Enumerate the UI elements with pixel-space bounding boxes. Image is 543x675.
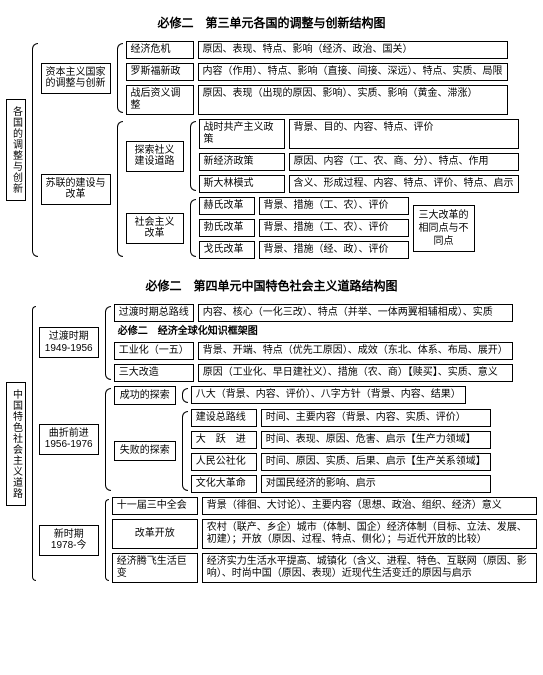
- economic-takeoff-label: 经济腾飞生活巨变: [112, 553, 198, 583]
- reform-label: 社会主义改革: [126, 213, 184, 244]
- row-eighth-congress: 八大（背景、内容、评价）、八字方针（背景、内容、结果）: [191, 386, 466, 404]
- third-plenum-label: 十一届三中全会: [112, 497, 198, 515]
- great-leap-label: 大 跃 进: [191, 431, 257, 449]
- row-cultural-rev: 文化大革命 对国民经济的影响、启示: [191, 475, 491, 493]
- success-explore: 成功的探索 八大（背景、内容、评价）、八字方针（背景、内容、结果）: [114, 386, 491, 406]
- capitalist-branch: 资本主义国家的调整与创新 经济危机 原因、表现、特点、影响（经济、政治、国关） …: [41, 41, 519, 115]
- three-transform-label: 三大改造: [114, 364, 194, 382]
- reform-branch: 社会主义改革 赫氏改革 背景、措施（工、农）、评价 勃氏改革 背景、措施（工、农…: [126, 197, 519, 259]
- tortuous-period: 曲折前进 1956-1976 成功的探索 八大（背景、内容、评价）、八字方针（背…: [39, 386, 537, 494]
- bracket: [117, 43, 123, 113]
- row-gorbachev: 戈氏改革 背景、措施（经、政）、评价: [199, 241, 409, 259]
- bracket: [182, 411, 188, 491]
- nep-label: 新经济政策: [199, 153, 285, 171]
- chart2-title: 必修二 第四单元中国特色社会主义道路结构图: [6, 277, 537, 294]
- success-label: 成功的探索: [114, 386, 176, 406]
- row-industrialization: 工业化（一五） 背景、开端、特点（优先工原因）、成效（东北、体系、布局、展开）: [114, 342, 513, 360]
- chart-1: 必修二 第三单元各国的调整与创新结构图 各国的调整与创新 资本主义国家的调整与创…: [6, 14, 537, 259]
- row-econ-crisis: 经济危机 原因、表现、特点、影响（经济、政治、国关）: [126, 41, 508, 59]
- row-reform-opening: 改革开放 农村（联产、乡企）城市（体制、国企）经济体制（目标、立法、发展、初建）…: [112, 519, 537, 549]
- econ-crisis-label: 经济危机: [126, 41, 194, 59]
- stalin-detail: 含义、形成过程、内容、特点、评价、特点、启示: [289, 175, 519, 193]
- khrushchev-label: 赫氏改革: [199, 197, 255, 215]
- industrialization-detail: 背景、开端、特点（优先工原因）、成效（东北、体系、布局、展开）: [198, 342, 513, 360]
- capitalist-label: 资本主义国家的调整与创新: [41, 63, 111, 94]
- row-stalin: 斯大林模式 含义、形成过程、内容、特点、评价、特点、启示: [199, 175, 519, 193]
- transition-period: 过渡时期 1949-1956 过渡时期总路线 内容、核心（一化三改）、特点（并举…: [39, 304, 537, 382]
- cultural-rev-detail: 对国民经济的影响、启示: [261, 475, 491, 493]
- cultural-rev-label: 文化大革命: [191, 475, 257, 493]
- gorbachev-label: 戈氏改革: [199, 241, 255, 259]
- bracket: [32, 306, 36, 581]
- soviet-label: 苏联的建设与改革: [41, 174, 111, 205]
- failed-explore: 失败的探索 建设总路线 时间、主要内容（背景、内容、实质、评价） 大 跃 进 时…: [114, 409, 491, 493]
- failed-label: 失败的探索: [114, 441, 176, 461]
- new-deal-detail: 内容（作用）、特点、影响（直接、间接、深远）、特点、实质、局限: [198, 63, 508, 81]
- three-reforms-compare: 三大改革的相同点与不同点: [413, 205, 475, 252]
- bracket: [105, 388, 111, 492]
- war-communism-label: 战时共产主义政策: [199, 119, 285, 149]
- nep-detail: 原因、内容（工、农、商、分）、特点、作用: [289, 153, 519, 171]
- bracket: [105, 306, 111, 380]
- gorbachev-detail: 背景、措施（经、政）、评价: [259, 241, 409, 259]
- general-line-detail: 内容、核心（一化三改）、特点（并举、一体两翼相辅相成）、实质: [198, 304, 513, 322]
- postwar-label: 战后资义调整: [126, 85, 194, 115]
- brezhnev-detail: 背景、措施（工、农）、评价: [259, 219, 409, 237]
- general-line-label: 过渡时期总路线: [114, 304, 194, 322]
- reform-opening-detail: 农村（联产、乡企）城市（体制、国企）经济体制（目标、立法、发展、初建）；开放（原…: [202, 519, 537, 549]
- postwar-detail: 原因、表现（出现的原因、影响）、实质、影响（黄金、滞涨）: [198, 85, 508, 115]
- row-three-transform: 三大改造 原因（工业化、早日建社义）、措施（农、商）【赎买】、实质、意义: [114, 364, 513, 382]
- economic-takeoff-detail: 经济实力生活水平提高、城镇化（含义、进程、特色、互联网（原因、影响）、时尚中国（…: [202, 553, 537, 583]
- chart-2: 必修二 第四单元中国特色社会主义道路结构图 中国特色社会主义道路 过渡时期 19…: [6, 277, 537, 583]
- great-leap-detail: 时间、表现、原因、危害、启示【生产力领域】: [261, 431, 491, 449]
- bracket: [32, 43, 38, 257]
- row-general-line: 过渡时期总路线 内容、核心（一化三改）、特点（并举、一体两翼相辅相成）、实质: [114, 304, 513, 322]
- row-construction-line: 建设总路线 时间、主要内容（背景、内容、实质、评价）: [191, 409, 491, 427]
- new-deal-label: 罗斯福新政: [126, 63, 194, 81]
- row-economic-takeoff: 经济腾飞生活巨变 经济实力生活水平提高、城镇化（含义、进程、特色、互联网（原因、…: [112, 553, 537, 583]
- chart1-root-label: 各国的调整与创新: [6, 99, 26, 201]
- chart1-title: 必修二 第三单元各国的调整与创新结构图: [6, 14, 537, 31]
- bracket: [105, 499, 109, 581]
- new-era-label: 新时期 1978-今: [39, 525, 99, 556]
- brezhnev-label: 勃氏改革: [199, 219, 255, 237]
- bracket: [190, 121, 196, 191]
- explore-label: 探索社义建设道路: [126, 141, 184, 172]
- war-communism-detail: 背景、目的、内容、特点、评价: [289, 119, 519, 149]
- construction-line-detail: 时间、主要内容（背景、内容、实质、评价）: [261, 409, 491, 427]
- commune-label: 人民公社化: [191, 453, 257, 471]
- globalization-note: 必修二 经济全球化知识框架图: [114, 326, 513, 338]
- chart2-root-node: 中国特色社会主义道路 过渡时期 1949-1956 过渡时期总路线 内容、核心（…: [6, 304, 537, 583]
- row-great-leap: 大 跃 进 时间、表现、原因、危害、启示【生产力领域】: [191, 431, 491, 449]
- new-era: 新时期 1978-今 十一届三中全会 背景（徘徊、大讨论）、主要内容（思想、政治…: [39, 497, 537, 583]
- explore-branch: 探索社义建设道路 战时共产主义政策 背景、目的、内容、特点、评价 新经济政策 原…: [126, 119, 519, 193]
- row-war-communism: 战时共产主义政策 背景、目的、内容、特点、评价: [199, 119, 519, 149]
- econ-crisis-detail: 原因、表现、特点、影响（经济、政治、国关）: [198, 41, 508, 59]
- tortuous-label: 曲折前进 1956-1976: [39, 424, 99, 455]
- row-postwar: 战后资义调整 原因、表现（出现的原因、影响）、实质、影响（黄金、滞涨）: [126, 85, 508, 115]
- eighth-congress-detail: 八大（背景、内容、评价）、八字方针（背景、内容、结果）: [191, 386, 466, 404]
- transition-label: 过渡时期 1949-1956: [39, 327, 99, 358]
- third-plenum-detail: 背景（徘徊、大讨论）、主要内容（思想、政治、组织、经济）意义: [202, 497, 537, 515]
- row-khrushchev: 赫氏改革 背景、措施（工、农）、评价: [199, 197, 409, 215]
- bracket: [117, 121, 123, 257]
- khrushchev-detail: 背景、措施（工、农）、评价: [259, 197, 409, 215]
- stalin-label: 斯大林模式: [199, 175, 285, 193]
- row-nep: 新经济政策 原因、内容（工、农、商、分）、特点、作用: [199, 153, 519, 171]
- soviet-branch: 苏联的建设与改革 探索社义建设道路 战时共产主义政策 背景、目的、内容、特: [41, 119, 519, 259]
- row-brezhnev: 勃氏改革 背景、措施（工、农）、评价: [199, 219, 409, 237]
- bracket: [182, 388, 188, 404]
- row-third-plenum: 十一届三中全会 背景（徘徊、大讨论）、主要内容（思想、政治、组织、经济）意义: [112, 497, 537, 515]
- row-commune: 人民公社化 时间、原因、实质、后果、启示【生产关系领域】: [191, 453, 491, 471]
- row-new-deal: 罗斯福新政 内容（作用）、特点、影响（直接、间接、深远）、特点、实质、局限: [126, 63, 508, 81]
- three-transform-detail: 原因（工业化、早日建社义）、措施（农、商）【赎买】、实质、意义: [198, 364, 513, 382]
- commune-detail: 时间、原因、实质、后果、启示【生产关系领域】: [261, 453, 491, 471]
- industrialization-label: 工业化（一五）: [114, 342, 194, 360]
- chart1-root-node: 各国的调整与创新 资本主义国家的调整与创新 经济危机 原因、表现、特点、影响（经…: [6, 41, 537, 259]
- bracket: [190, 199, 196, 257]
- chart2-root-label: 中国特色社会主义道路: [6, 382, 26, 506]
- construction-line-label: 建设总路线: [191, 409, 257, 427]
- reform-opening-label: 改革开放: [112, 519, 198, 549]
